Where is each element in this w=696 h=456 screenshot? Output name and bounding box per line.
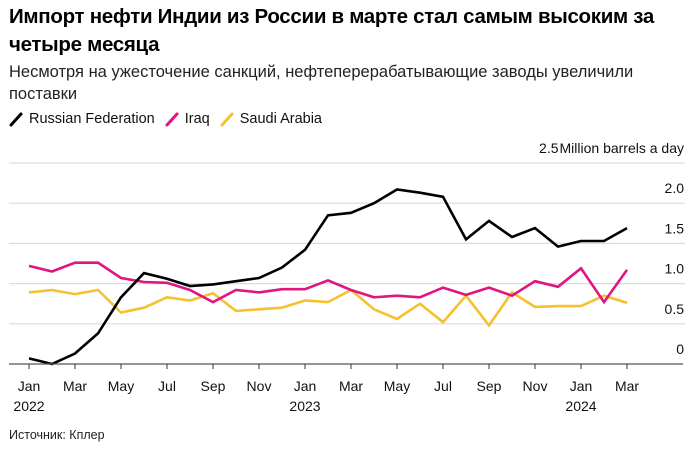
x-tick-label: Jul — [158, 378, 176, 394]
gridlines — [9, 162, 685, 325]
legend-label-iraq: Iraq — [184, 111, 210, 127]
x-tick-label: Jan — [18, 378, 41, 394]
y-tick-label: 0.5 — [665, 301, 685, 317]
chart-subtitle: Несмотря на ужесточение санкций, нефтепе… — [9, 63, 634, 103]
x-tick-year-label: 2024 — [565, 398, 596, 414]
x-tick-label: Sep — [201, 378, 226, 394]
legend-label-saudi-arabia: Saudi Arabia — [239, 111, 322, 127]
y-tick-label: 2.5Million barrels a day — [539, 140, 684, 156]
x-tick-label: May — [108, 378, 134, 394]
series-lines — [28, 188, 629, 366]
legend-line-russia — [9, 112, 23, 127]
x-tick-label: Jan — [294, 378, 317, 394]
y-unit-label: Million barrels a day — [560, 140, 685, 156]
series-line-saudi-arabia — [28, 288, 628, 328]
legend-line-saudi-arabia — [220, 112, 234, 127]
legend-label-russia: Russian Federation — [29, 111, 155, 127]
series-line-iraq — [28, 261, 629, 305]
legend-swatch-saudi-arabia — [220, 112, 234, 127]
x-tick-label: May — [384, 378, 410, 394]
y-tick-value: 2.5 — [539, 140, 559, 156]
y-tick-label: 1.5 — [665, 220, 685, 236]
chart-title: Импорт нефти Индии из России в марте ста… — [9, 5, 655, 56]
x-tick-year-label: 2022 — [13, 398, 44, 414]
x-tick-label: Jan — [570, 378, 593, 394]
legend: Russian Federation Iraq Saudi Arabia — [9, 111, 332, 127]
source-note: Источник: Кплер — [9, 428, 105, 442]
x-tick-label: Mar — [63, 378, 87, 394]
y-tick-label: 0 — [676, 341, 684, 357]
y-axis-labels: 2.5Million barrels a day 2.0 1.5 1.0 0.5 0 — [539, 140, 684, 357]
legend-item-russia: Russian Federation — [9, 111, 155, 127]
legend-item-iraq: Iraq — [165, 111, 210, 127]
y-tick-label: 1.0 — [665, 261, 685, 277]
x-tick-label: Jul — [434, 378, 452, 394]
y-tick-label: 2.0 — [665, 180, 685, 196]
x-tick-label: Mar — [339, 378, 363, 394]
legend-line-iraq — [165, 112, 179, 127]
x-tick-label: Nov — [523, 378, 548, 394]
legend-swatch-iraq — [165, 112, 179, 127]
x-tick-label: Nov — [247, 378, 272, 394]
legend-item-saudi-arabia: Saudi Arabia — [220, 111, 322, 127]
x-tick-label: Mar — [615, 378, 639, 394]
x-axis: Jan 2022 Mar May Jul Sep Nov Jan 2023 Mar May Jul Se… — [9, 363, 683, 414]
legend-swatch-russia — [9, 112, 23, 127]
x-tick-year-label: 2023 — [289, 398, 320, 414]
series-line-russian-federation — [28, 188, 628, 366]
x-tick-label: Sep — [477, 378, 502, 394]
